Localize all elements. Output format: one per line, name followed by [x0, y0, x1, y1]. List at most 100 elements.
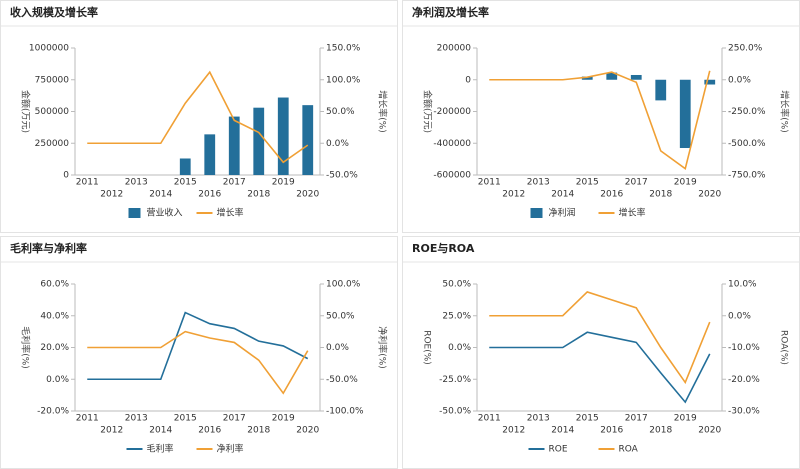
y2-tick-label: 150.0%	[326, 44, 361, 54]
x-tick-label: 2013	[125, 414, 148, 424]
x-tick-label: 2016	[600, 190, 623, 200]
line-series	[87, 311, 309, 381]
y2-tick-label: 50.0%	[326, 311, 355, 321]
bar	[630, 74, 642, 80]
y-tick-label: 0	[63, 171, 69, 181]
x-tick-label: 2016	[198, 426, 221, 436]
bar	[302, 105, 314, 175]
x-tick-label: 2012	[100, 190, 123, 200]
y-tick-label: -25.0%	[439, 375, 471, 385]
y2-tick-label: -50.0%	[326, 375, 358, 385]
y2-tick-label: 0.0%	[326, 139, 349, 149]
y-tick-label: 40.0%	[40, 311, 69, 321]
legend-label: 净利润	[549, 207, 576, 219]
x-tick-label: 2020	[698, 190, 721, 200]
y-tick-label: -200000	[433, 107, 471, 117]
y2-axis-title: 增长率(%)	[377, 90, 389, 133]
y-tick-label: 0.0%	[46, 375, 69, 385]
y2-axis-title: ROA(%)	[779, 330, 789, 365]
line-series	[87, 70, 309, 164]
y-tick-label: 20.0%	[40, 343, 69, 353]
x-tick-label: 2015	[174, 414, 197, 424]
legend-label: ROE	[549, 445, 568, 455]
bar	[679, 79, 691, 149]
y-tick-label: -20.0%	[37, 407, 69, 417]
x-tick-label: 2018	[247, 426, 270, 436]
x-tick-label: 2017	[625, 414, 648, 424]
y2-tick-label: 0.0%	[728, 75, 751, 85]
y-tick-label: -600000	[433, 171, 471, 181]
x-tick-label: 2019	[272, 178, 295, 188]
line-series	[489, 291, 711, 385]
bar	[179, 158, 191, 175]
x-tick-label: 2014	[149, 426, 172, 436]
y2-tick-label: 10.0%	[728, 280, 757, 290]
y-tick-label: 250000	[35, 139, 70, 149]
x-tick-label: 2013	[125, 178, 148, 188]
y2-tick-label: 50.0%	[326, 107, 355, 117]
legend-label: 净利率	[217, 443, 244, 455]
x-tick-label: 2014	[551, 190, 574, 200]
y-axis-title: 金额(万元)	[422, 90, 434, 133]
bar	[204, 134, 216, 175]
y2-tick-label: -100.0%	[326, 407, 364, 417]
y2-tick-label: 0.0%	[326, 343, 349, 353]
x-tick-label: 2017	[223, 178, 246, 188]
x-tick-label: 2014	[149, 190, 172, 200]
panel-title: ROE与ROA	[412, 242, 475, 255]
y-tick-label: 200000	[437, 44, 472, 54]
bar	[228, 116, 240, 175]
y-tick-label: 25.0%	[442, 311, 471, 321]
y-axis-title: 金额(万元)	[20, 90, 32, 133]
y-tick-label: 500000	[35, 107, 70, 117]
legend-swatch	[128, 208, 141, 218]
x-tick-label: 2016	[600, 426, 623, 436]
bar	[277, 97, 289, 175]
line-series	[489, 70, 711, 170]
x-tick-label: 2013	[527, 178, 550, 188]
y2-tick-label: -500.0%	[728, 139, 766, 149]
x-tick-label: 2015	[576, 178, 599, 188]
y-tick-label: 0.0%	[448, 343, 471, 353]
y2-tick-label: -20.0%	[728, 375, 760, 385]
x-tick-label: 2020	[296, 426, 319, 436]
y2-tick-label: 100.0%	[326, 75, 361, 85]
x-tick-label: 2016	[198, 190, 221, 200]
y2-tick-label: -10.0%	[728, 343, 760, 353]
x-tick-label: 2011	[76, 414, 99, 424]
y-tick-label: 50.0%	[442, 280, 471, 290]
y-tick-label: -400000	[433, 139, 471, 149]
panel	[402, 236, 800, 469]
y-axis-title: ROE(%)	[422, 330, 432, 365]
legend-swatch	[530, 208, 543, 218]
y2-tick-label: 0.0%	[728, 311, 751, 321]
panel	[402, 0, 800, 233]
x-tick-label: 2018	[649, 190, 672, 200]
y-tick-label: 1000000	[29, 44, 69, 54]
x-tick-label: 2011	[478, 178, 501, 188]
panel-title: 收入规模及增长率	[10, 5, 98, 19]
x-tick-label: 2018	[247, 190, 270, 200]
y2-tick-label: -250.0%	[728, 107, 766, 117]
x-tick-label: 2015	[576, 414, 599, 424]
legend-label: 增长率	[217, 207, 244, 219]
bar	[606, 72, 618, 80]
bar	[581, 76, 593, 80]
y2-tick-label: -50.0%	[326, 171, 358, 181]
y-tick-label: 60.0%	[40, 280, 69, 290]
bar	[655, 79, 667, 101]
x-tick-label: 2011	[76, 178, 99, 188]
y2-tick-label: 100.0%	[326, 280, 361, 290]
x-tick-label: 2019	[272, 414, 295, 424]
x-tick-label: 2012	[100, 426, 123, 436]
x-tick-label: 2014	[551, 426, 574, 436]
y-tick-label: 0	[465, 75, 471, 85]
x-tick-label: 2013	[527, 414, 550, 424]
legend-label: 营业收入	[147, 207, 183, 219]
panel-title: 净利润及增长率	[412, 5, 489, 19]
x-tick-label: 2019	[674, 178, 697, 188]
y-axis-title: 毛利率(%)	[20, 326, 32, 369]
x-tick-label: 2018	[649, 426, 672, 436]
line-series	[87, 330, 309, 395]
